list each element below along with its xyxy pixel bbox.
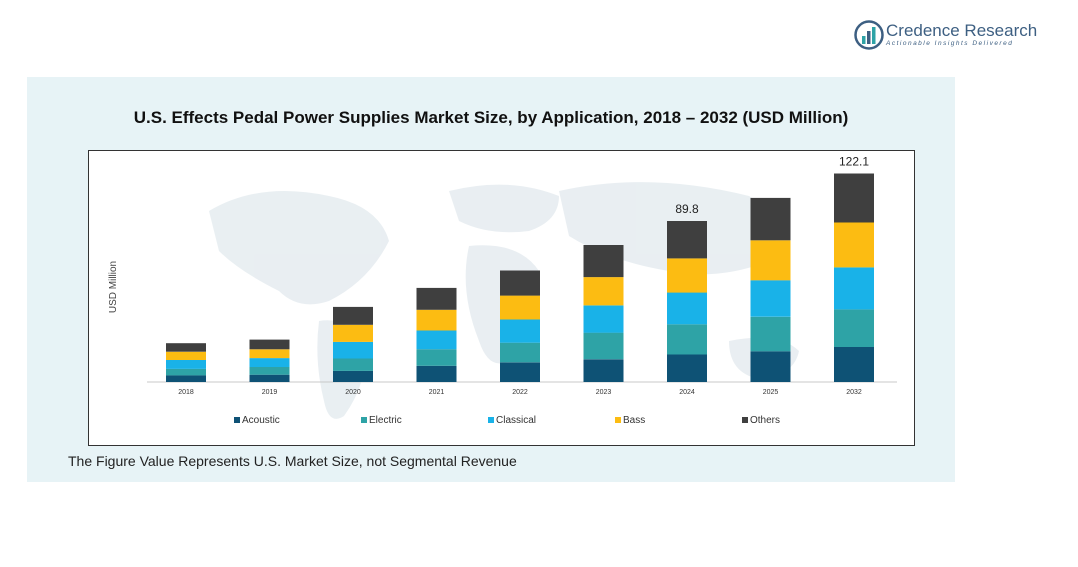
bar-classical-2023: [583, 305, 624, 333]
chart-title: U.S. Effects Pedal Power Supplies Market…: [133, 108, 849, 127]
x-tick-labels: 2018 2019 2020 2021 2022 2023 2024 2025 2032: [178, 389, 862, 396]
bar-acoustic-2022: [500, 362, 540, 382]
bar-acoustic-2032: [834, 347, 874, 382]
x-tick-label-2021: 2021: [429, 389, 445, 396]
bar-classical-2021: [416, 330, 457, 350]
bar-classical-2018: [166, 360, 206, 369]
legend-label-classical: Classical: [496, 415, 536, 426]
x-tick-label-2024: 2024: [679, 389, 695, 396]
bar-others-2019: [249, 339, 290, 350]
brand-tagline: Actionable Insights Delivered: [886, 40, 1014, 47]
bar-classical-2024: [667, 292, 707, 325]
bar-electric-2024: [667, 324, 707, 355]
bar-classical-2019: [249, 358, 290, 367]
legend: Acoustic Electric Classical Bass Others: [234, 415, 780, 426]
bar-others-2024: [667, 221, 707, 259]
legend-label-electric: Electric: [369, 415, 402, 426]
bar-electric-2020: [333, 358, 373, 371]
data-labels: 89.8 122.1: [675, 155, 869, 217]
x-tick-label-2020: 2020: [345, 389, 361, 396]
x-tick-label-2019: 2019: [262, 389, 278, 396]
bar-acoustic-2023: [583, 359, 624, 382]
bar-classical-2020: [333, 341, 373, 359]
x-tick-label-2022: 2022: [512, 389, 528, 396]
bar-others-2021: [416, 287, 457, 310]
bar-electric-2018: [166, 368, 206, 376]
bar-bass-2022: [500, 295, 540, 320]
bar-classical-2022: [500, 319, 540, 343]
bar-bass-2023: [583, 277, 624, 306]
y-axis-label: USD Million: [108, 261, 119, 313]
bar-others-2022: [500, 270, 540, 296]
x-tick-label-2018: 2018: [178, 389, 194, 396]
bar-classical-2025: [750, 280, 791, 317]
chart-frame: USD Million 2018 2019 2020 2021 2022 2023 2024…: [88, 150, 915, 446]
bar-bass-2032: [834, 222, 874, 268]
x-tick-label-2032: 2032: [846, 389, 862, 396]
bar-acoustic-2024: [667, 354, 707, 382]
legend-label-others: Others: [750, 415, 780, 426]
bar-electric-2019: [249, 367, 290, 375]
bar-electric-2022: [500, 342, 540, 363]
bar-bass-2020: [333, 324, 373, 342]
footnote: The Figure Value Represents U.S. Market …: [68, 453, 517, 469]
bar-electric-2032: [834, 309, 874, 347]
legend-swatch-classical: [488, 417, 494, 423]
brand-logo: Credence Research Actionable Insights De…: [852, 18, 1042, 52]
bar-chart-logo-icon: [854, 20, 884, 50]
legend-swatch-acoustic: [234, 417, 240, 423]
bar-electric-2021: [416, 349, 457, 366]
bar-others-2020: [333, 306, 373, 325]
bar-bass-2019: [249, 349, 290, 359]
legend-swatch-others: [742, 417, 748, 423]
bar-acoustic-2020: [333, 370, 373, 382]
bar-bass-2021: [416, 309, 457, 331]
bar-acoustic-2019: [249, 374, 290, 382]
legend-label-acoustic: Acoustic: [242, 415, 280, 426]
chart-panel: U.S. Effects Pedal Power Supplies Market…: [27, 77, 955, 482]
stacked-bar-chart: USD Million 2018 2019 2020 2021 2022 2023 2024…: [108, 155, 897, 426]
bar-electric-2025: [750, 316, 791, 352]
bar-classical-2032: [834, 267, 874, 310]
bar-acoustic-2018: [166, 375, 206, 382]
bar-electric-2023: [583, 332, 624, 360]
data-label-2024: 89.8: [675, 202, 699, 216]
legend-swatch-bass: [615, 417, 621, 423]
bar-others-2018: [166, 343, 206, 352]
x-tick-label-2025: 2025: [763, 389, 779, 396]
bar-others-2025: [750, 197, 791, 241]
bar-bass-2024: [667, 258, 707, 293]
bar-acoustic-2025: [750, 351, 791, 382]
data-label-2032: 122.1: [839, 155, 869, 169]
bar-others-2023: [583, 245, 624, 278]
legend-label-bass: Bass: [623, 415, 645, 426]
bar-bass-2018: [166, 351, 206, 360]
bar-bass-2025: [750, 240, 791, 281]
brand-name: Credence Research: [886, 21, 1038, 40]
bar-acoustic-2021: [416, 365, 457, 382]
bar-others-2032: [834, 173, 874, 223]
legend-swatch-electric: [361, 417, 367, 423]
bars-layer: [166, 173, 874, 382]
x-tick-label-2023: 2023: [596, 389, 612, 396]
